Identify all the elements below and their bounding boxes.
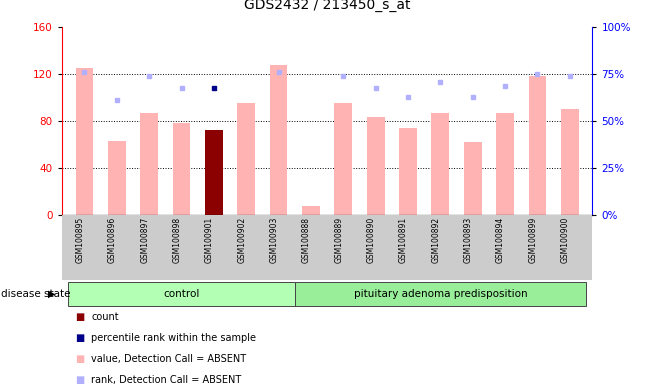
Bar <box>561 109 579 215</box>
Text: percentile rank within the sample: percentile rank within the sample <box>91 333 256 343</box>
Text: ■: ■ <box>75 354 84 364</box>
Bar <box>496 113 514 215</box>
Text: GSM100898: GSM100898 <box>173 217 182 263</box>
Bar <box>76 68 93 215</box>
Bar <box>173 123 191 215</box>
Text: GSM100896: GSM100896 <box>108 217 117 263</box>
Text: GSM100892: GSM100892 <box>432 217 440 263</box>
Text: ■: ■ <box>75 333 84 343</box>
Text: GSM100893: GSM100893 <box>464 217 473 263</box>
Text: GSM100903: GSM100903 <box>270 217 279 263</box>
Bar <box>68 282 295 306</box>
Text: GSM100894: GSM100894 <box>496 217 505 263</box>
Bar <box>367 118 385 215</box>
Text: pituitary adenoma predisposition: pituitary adenoma predisposition <box>353 289 527 299</box>
Text: GSM100901: GSM100901 <box>205 217 214 263</box>
Bar <box>529 76 546 215</box>
Text: disease state: disease state <box>1 289 70 299</box>
Text: ■: ■ <box>75 312 84 322</box>
Text: GSM100891: GSM100891 <box>399 217 408 263</box>
Text: value, Detection Call = ABSENT: value, Detection Call = ABSENT <box>91 354 246 364</box>
Text: GDS2432 / 213450_s_at: GDS2432 / 213450_s_at <box>244 0 410 12</box>
Text: GSM100902: GSM100902 <box>237 217 246 263</box>
Text: GSM100889: GSM100889 <box>335 217 343 263</box>
Text: GSM100890: GSM100890 <box>367 217 376 263</box>
Text: rank, Detection Call = ABSENT: rank, Detection Call = ABSENT <box>91 375 242 384</box>
Bar <box>432 113 449 215</box>
Text: GSM100895: GSM100895 <box>76 217 85 263</box>
Text: ■: ■ <box>75 375 84 384</box>
Text: count: count <box>91 312 118 322</box>
Text: GSM100897: GSM100897 <box>140 217 149 263</box>
Bar <box>335 103 352 215</box>
Bar <box>62 215 592 280</box>
Bar <box>108 141 126 215</box>
Bar <box>295 282 586 306</box>
Bar <box>399 128 417 215</box>
Bar <box>141 113 158 215</box>
Bar <box>238 103 255 215</box>
Bar <box>205 131 223 215</box>
Text: GSM100899: GSM100899 <box>529 217 538 263</box>
Text: ▶: ▶ <box>48 289 56 299</box>
Bar <box>270 65 288 215</box>
Bar <box>464 142 482 215</box>
Text: control: control <box>163 289 200 299</box>
Bar <box>302 206 320 215</box>
Text: GSM100900: GSM100900 <box>561 217 570 263</box>
Text: GSM100888: GSM100888 <box>302 217 311 263</box>
